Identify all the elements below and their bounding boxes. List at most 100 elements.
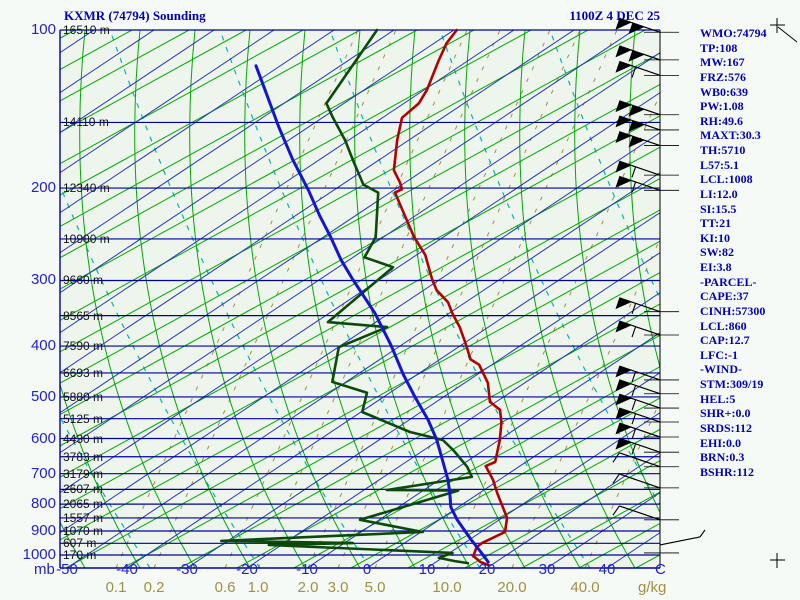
saturated-adiabat-line xyxy=(60,146,660,478)
wind-barb xyxy=(619,422,661,438)
isotherm-line xyxy=(306,332,660,568)
saturated-adiabat-line xyxy=(60,177,660,510)
isotherm-line xyxy=(60,30,515,334)
stat-line: CAPE:37 xyxy=(700,289,749,304)
isotherm-line xyxy=(66,172,660,568)
dry-adiabat-line xyxy=(60,382,141,568)
wind-pennant xyxy=(615,408,632,420)
stat-line: -WIND- xyxy=(700,362,742,377)
saturated-adiabat-line xyxy=(60,115,660,447)
wind-barb-full xyxy=(631,181,637,193)
wind-barb xyxy=(619,100,661,116)
saturated-adiabat-line xyxy=(60,30,646,353)
isotherm-line xyxy=(0,30,34,568)
stat-line: CAP:12.7 xyxy=(700,333,750,348)
stats-panel: WMO:74794 TP:108 MW:167 FRZ:576 WB0:639 PW:1.… xyxy=(700,26,800,479)
isotherm-line xyxy=(60,52,660,454)
moist-adiabat-line xyxy=(109,30,371,568)
stat-line: SW:82 xyxy=(700,245,735,260)
isotherm-line xyxy=(246,292,660,568)
wind-barb xyxy=(619,505,661,521)
isotherm-line xyxy=(60,30,335,214)
isotherm-line xyxy=(426,412,660,568)
stat-line: BRN:0.3 xyxy=(700,450,745,465)
saturated-adiabat-line xyxy=(179,303,660,568)
dry-adiabat-line xyxy=(79,30,196,568)
isotherm-line xyxy=(60,30,395,254)
wind-barb-full xyxy=(612,505,620,516)
stat-line: TH:5710 xyxy=(700,143,746,157)
dewpoint-curve xyxy=(220,28,474,565)
stat-line: FRZ:576 xyxy=(700,69,746,84)
wind-barb-full xyxy=(612,473,620,484)
wind-pennant xyxy=(628,105,645,117)
isotherm-line xyxy=(60,30,275,174)
wind-barb xyxy=(777,26,798,43)
wind-pennant xyxy=(615,100,632,113)
dry-adiabat-line xyxy=(574,30,660,514)
wind-pennant xyxy=(628,22,645,35)
stat-line: HEL:5 xyxy=(700,391,736,406)
wind-barb xyxy=(619,452,661,468)
wind-pennant xyxy=(628,136,645,148)
saturated-adiabat-line xyxy=(407,428,660,568)
wind-pennant xyxy=(615,438,632,450)
stat-line: MAXT:30.3 xyxy=(700,128,761,143)
dry-adiabat-line xyxy=(244,30,361,568)
stat-line: WMO:74794 xyxy=(700,26,767,40)
stat-line: TP:108 xyxy=(700,40,738,55)
saturated-adiabat-line xyxy=(0,30,18,568)
saturated-adiabat-line xyxy=(60,83,660,416)
isotherm-line xyxy=(366,372,660,568)
stat-line: EHI:0.0 xyxy=(700,435,742,450)
stat-line: LCL:1008 xyxy=(700,172,753,187)
isotherm-line xyxy=(60,30,455,294)
saturated-adiabat-line xyxy=(60,30,361,196)
stat-line: SI:15.5 xyxy=(700,201,737,216)
stat-line: SHR+:0.0 xyxy=(700,406,751,421)
wind-pennant xyxy=(615,45,632,58)
dry-adiabat-line xyxy=(0,30,30,568)
plot-background xyxy=(60,30,660,568)
stat-line: MW:167 xyxy=(700,55,745,70)
isotherm-line xyxy=(486,452,660,568)
dry-adiabat-line xyxy=(299,30,416,568)
stat-line: EI:3.8 xyxy=(700,260,732,274)
wind-pennant xyxy=(615,131,632,144)
isotherm-line xyxy=(60,30,575,374)
dry-adiabat-line xyxy=(354,30,471,568)
stat-line: -PARCEL- xyxy=(700,274,757,289)
stat-line: RH:49.6 xyxy=(700,113,743,128)
stat-line: PW:1.08 xyxy=(700,99,744,114)
wind-barb xyxy=(659,536,701,546)
wind-barb-full xyxy=(631,166,637,178)
wind-pennant xyxy=(615,61,632,73)
wind-pennant xyxy=(628,50,645,62)
moist-adiabat-line xyxy=(329,30,591,568)
dry-adiabat-line xyxy=(464,30,581,568)
wind-barb xyxy=(619,160,661,176)
stat-line: LCL:860 xyxy=(700,318,747,333)
saturated-adiabat-line xyxy=(60,52,660,384)
wind-pennant xyxy=(615,116,632,128)
saturated-adiabat-line xyxy=(60,30,532,290)
stat-line: TT:21 xyxy=(700,216,732,231)
stat-line: L57:5.1 xyxy=(700,157,739,172)
wind-barb xyxy=(619,393,661,409)
saturated-adiabat-line xyxy=(60,30,247,133)
wind-pennant xyxy=(615,379,632,392)
wind-pennant xyxy=(615,394,632,406)
wind-pennant xyxy=(615,161,632,173)
stat-line: CINH:57300 xyxy=(700,303,766,318)
wind-pennant xyxy=(615,18,632,30)
isotherm-line xyxy=(186,252,660,568)
moist-adiabat-line xyxy=(439,30,660,506)
wind-barb xyxy=(619,437,661,453)
stat-line: WB0:639 xyxy=(700,84,748,99)
wind-barb-full xyxy=(631,428,637,440)
wind-barb xyxy=(619,320,661,336)
wind-pennant xyxy=(615,297,632,310)
dry-adiabat-line xyxy=(519,30,636,568)
wind-barb-full xyxy=(631,443,637,455)
